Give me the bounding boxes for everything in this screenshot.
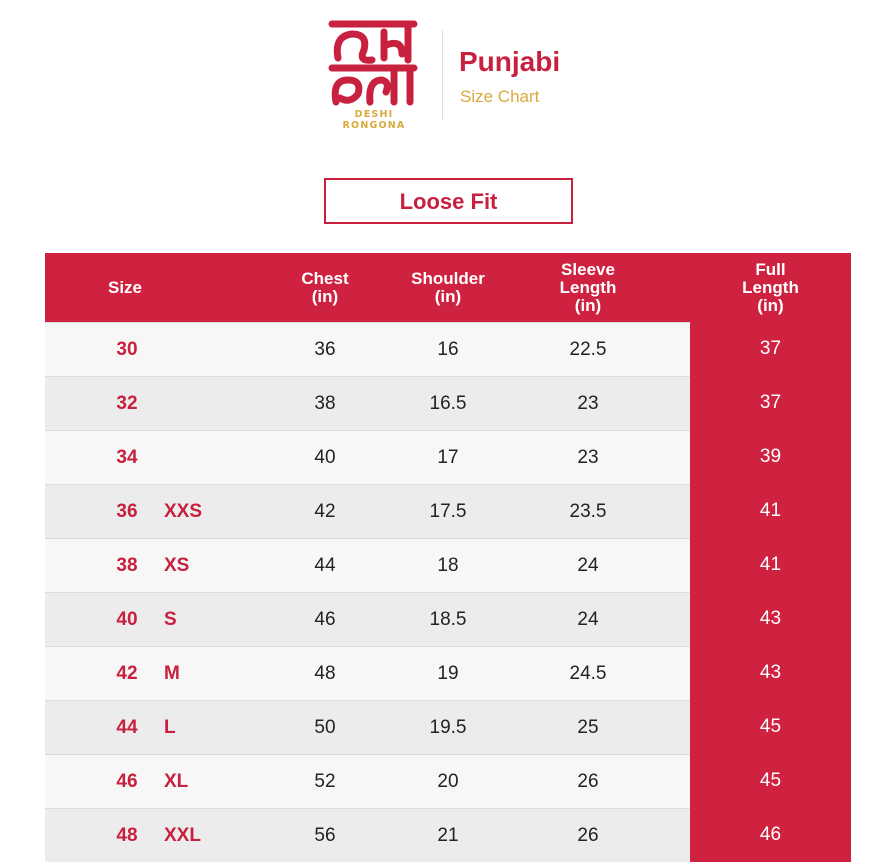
header-sleeve-length: Sleeve Length (in) bbox=[559, 259, 617, 315]
shoulder-cell: 21 bbox=[437, 825, 459, 846]
chest-cell: 46 bbox=[314, 609, 336, 630]
full-length-cell: 46 bbox=[690, 808, 851, 862]
header-full-length: Full Length (in) bbox=[742, 259, 799, 315]
shoulder-cell: 19.5 bbox=[429, 717, 467, 738]
size-cell: 34 bbox=[116, 447, 138, 468]
header-shoulder: Shoulder (in) bbox=[411, 268, 485, 306]
logo-caption: DESHI RONGONA bbox=[342, 109, 406, 131]
full-length-cell: 45 bbox=[690, 700, 851, 754]
table-row: 38 XS 44 18 24 41 bbox=[45, 538, 851, 592]
full-length-cell: 45 bbox=[690, 754, 851, 808]
size-cell: 42 bbox=[116, 663, 138, 684]
full-length-cell: 37 bbox=[690, 376, 851, 430]
header-size: Size bbox=[107, 277, 143, 297]
letter-size-cell: XS bbox=[164, 555, 190, 576]
size-cell: 48 bbox=[116, 825, 138, 846]
size-cell: 30 bbox=[116, 339, 138, 360]
shoulder-cell: 17.5 bbox=[429, 501, 467, 522]
header-chest: Chest (in) bbox=[301, 268, 349, 306]
chest-cell: 40 bbox=[314, 447, 336, 468]
shoulder-cell: 16.5 bbox=[429, 393, 467, 414]
chest-cell: 44 bbox=[314, 555, 336, 576]
letter-size-cell: S bbox=[164, 609, 177, 630]
chest-cell: 52 bbox=[314, 771, 336, 792]
fit-label: Loose Fit bbox=[324, 178, 573, 224]
size-cell: 46 bbox=[116, 771, 138, 792]
sleeve-cell: 24 bbox=[577, 609, 599, 630]
letter-size-cell: XL bbox=[164, 771, 189, 792]
sleeve-cell: 26 bbox=[577, 771, 599, 792]
shoulder-cell: 19 bbox=[437, 663, 459, 684]
size-cell: 32 bbox=[116, 393, 138, 414]
full-length-cell: 41 bbox=[690, 538, 851, 592]
shoulder-cell: 16 bbox=[437, 339, 459, 360]
size-cell: 40 bbox=[116, 609, 138, 630]
table-row: 34 40 17 23 39 bbox=[45, 430, 851, 484]
full-length-cell: 43 bbox=[690, 646, 851, 700]
size-cell: 36 bbox=[116, 501, 138, 522]
logo-mark bbox=[328, 20, 418, 106]
product-subtitle: Size Chart bbox=[460, 87, 540, 106]
shoulder-cell: 18.5 bbox=[429, 609, 467, 630]
table-row: 30 36 16 22.5 37 bbox=[45, 322, 851, 376]
header-divider bbox=[442, 30, 443, 120]
letter-size-cell: M bbox=[164, 663, 180, 684]
chest-cell: 50 bbox=[314, 717, 336, 738]
full-length-cell: 41 bbox=[690, 484, 851, 538]
full-length-cell: 43 bbox=[690, 592, 851, 646]
chest-cell: 42 bbox=[314, 501, 336, 522]
product-title: Punjabi bbox=[459, 46, 561, 77]
sleeve-cell: 22.5 bbox=[569, 339, 607, 360]
table-row: 40 S 46 18.5 24 43 bbox=[45, 592, 851, 646]
chest-cell: 56 bbox=[314, 825, 336, 846]
table-row: 48 XXL 56 21 26 46 bbox=[45, 808, 851, 862]
shoulder-cell: 17 bbox=[437, 447, 459, 468]
sleeve-cell: 25 bbox=[577, 717, 599, 738]
chest-cell: 38 bbox=[314, 393, 336, 414]
full-length-cell: 39 bbox=[690, 430, 851, 484]
size-cell: 44 bbox=[116, 717, 138, 738]
sleeve-cell: 24.5 bbox=[569, 663, 607, 684]
chest-cell: 48 bbox=[314, 663, 336, 684]
letter-size-cell: XXS bbox=[164, 501, 203, 522]
brand-logo: DESHI RONGONA bbox=[326, 16, 422, 131]
sleeve-cell: 26 bbox=[577, 825, 599, 846]
size-table: Size Chest (in) Shoulder (in) Sleeve Len… bbox=[45, 253, 851, 862]
table-header: Size Chest (in) Shoulder (in) Sleeve Len… bbox=[45, 253, 851, 322]
sleeve-cell: 23.5 bbox=[569, 501, 607, 522]
table-row: 42 M 48 19 24.5 43 bbox=[45, 646, 851, 700]
table-row: 32 38 16.5 23 37 bbox=[45, 376, 851, 430]
sleeve-cell: 23 bbox=[577, 447, 599, 468]
size-cell: 38 bbox=[116, 555, 138, 576]
table-row: 44 L 50 19.5 25 45 bbox=[45, 700, 851, 754]
letter-size-cell: XXL bbox=[164, 825, 201, 846]
shoulder-cell: 18 bbox=[437, 555, 459, 576]
table-row: 36 XXS 42 17.5 23.5 41 bbox=[45, 484, 851, 538]
sleeve-cell: 23 bbox=[577, 393, 599, 414]
sleeve-cell: 24 bbox=[577, 555, 599, 576]
full-length-cell: 37 bbox=[690, 322, 851, 376]
shoulder-cell: 20 bbox=[437, 771, 459, 792]
table-row: 46 XL 52 20 26 45 bbox=[45, 754, 851, 808]
letter-size-cell: L bbox=[164, 717, 176, 738]
chest-cell: 36 bbox=[314, 339, 336, 360]
